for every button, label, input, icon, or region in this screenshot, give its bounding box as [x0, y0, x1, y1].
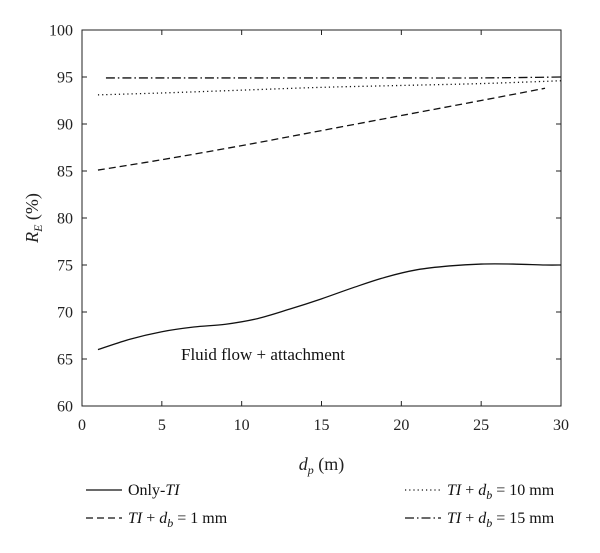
axis-title-subscript: p — [307, 463, 314, 477]
axis-title-symbol: d — [299, 454, 309, 474]
x-tick-label: 5 — [158, 417, 166, 434]
legend-item-only-ti: Only-TI — [86, 482, 180, 499]
axis-title-unit: (%) — [22, 193, 43, 224]
legend-item-ti-db-15mm: TI + db = 15 mm — [405, 510, 555, 530]
legend-item-ti-db-10mm: TI + db = 10 mm — [405, 482, 555, 502]
x-tick-label: 25 — [473, 417, 489, 434]
legend-label: TI + db = 10 mm — [447, 482, 555, 502]
axis-title-subscript: E — [31, 224, 45, 233]
legend-item-ti-db-1mm: TI + db = 1 mm — [86, 510, 228, 530]
x-tick-label: 10 — [234, 417, 250, 434]
legend-label: Only-TI — [128, 482, 180, 499]
y-tick-label: 85 — [57, 164, 73, 181]
legend-label: TI + db = 15 mm — [447, 510, 555, 530]
x-tick-label: 0 — [78, 417, 86, 434]
y-tick-label: 65 — [57, 352, 73, 369]
x-axis-title: dp (m) — [299, 454, 345, 477]
y-tick-label: 70 — [57, 305, 73, 322]
y-tick-label: 75 — [57, 258, 73, 275]
y-axis-title: RE (%) — [22, 193, 45, 244]
y-tick-label: 80 — [57, 211, 73, 228]
y-tick-label: 100 — [49, 23, 73, 40]
legend-label: TI + db = 1 mm — [128, 510, 228, 530]
x-tick-label: 30 — [553, 417, 569, 434]
series-line-ti-db-10mm — [97, 80, 562, 96]
y-tick-label: 60 — [57, 399, 73, 416]
axis-title-unit: (m) — [314, 454, 345, 475]
x-tick-label: 20 — [393, 417, 409, 434]
legend: Only-TI TI + db = 1 mm TI + db = 10 mm TI +… — [86, 482, 555, 530]
x-tick-label: 15 — [314, 417, 330, 434]
y-tick-label: 95 — [57, 70, 73, 87]
series-lines — [97, 76, 562, 351]
axis-ticks: 0 5 10 15 20 25 30 60 65 70 75 80 85 90 95 100 — [49, 23, 569, 435]
series-line-ti-db-15mm — [105, 76, 562, 79]
y-tick-label: 90 — [57, 117, 73, 134]
series-line-ti-db-1mm — [97, 87, 546, 171]
series-line-only-ti — [97, 263, 562, 351]
axis-title-symbol: R — [22, 232, 42, 244]
chart-annotation: Fluid flow + attachment — [181, 345, 345, 364]
